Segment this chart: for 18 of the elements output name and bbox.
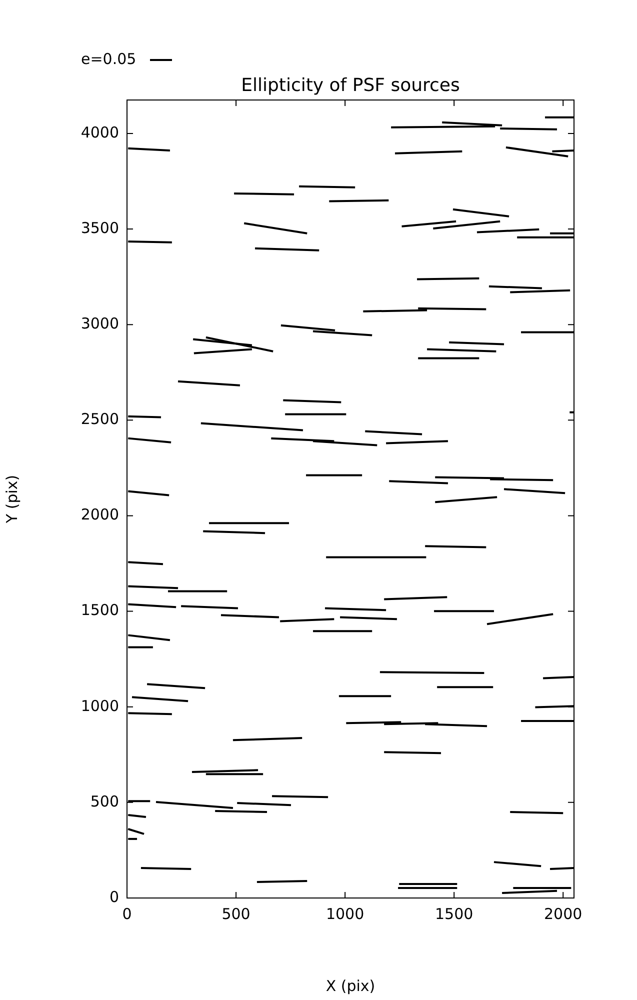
y-tick-label: 2500 bbox=[80, 410, 119, 428]
x-tick-label: 500 bbox=[222, 904, 250, 923]
y-tick-label: 3000 bbox=[80, 314, 119, 332]
x-tick-label: 2000 bbox=[544, 904, 582, 923]
y-tick-label: 0 bbox=[109, 888, 119, 906]
chart-title: Ellipticity of PSF sources bbox=[240, 75, 461, 96]
text: e=0.05 bbox=[81, 50, 136, 68]
y-tick-label: 2000 bbox=[80, 506, 119, 524]
x-tick-label: 1000 bbox=[326, 904, 364, 923]
y-tick-label: 3500 bbox=[80, 218, 119, 237]
x-axis-title: X (pix) bbox=[326, 976, 376, 995]
y-axis-title: Y (pix) bbox=[2, 474, 21, 524]
y-tick-label: 1500 bbox=[80, 601, 119, 620]
x-tick-label: 1500 bbox=[434, 904, 474, 923]
x-tick-label: 0 bbox=[122, 904, 132, 923]
y-tick-label: 500 bbox=[90, 792, 119, 810]
y-tick-label: 1000 bbox=[80, 696, 119, 715]
y-tick-label: 4000 bbox=[80, 123, 119, 142]
